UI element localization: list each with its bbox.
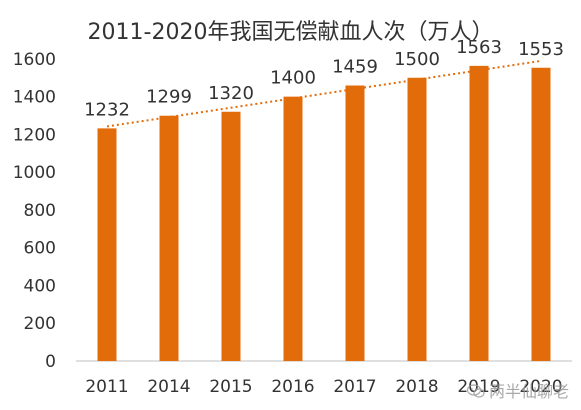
bars-layer <box>97 65 551 362</box>
y-tick-label: 1000 <box>13 163 56 183</box>
bar <box>159 115 179 362</box>
trend-layer <box>106 59 542 128</box>
x-tick-label: 2015 <box>209 377 252 397</box>
data-label: 1232 <box>84 99 130 120</box>
chart-title: 2011-2020年我国无偿献血人次（万人） <box>87 20 494 45</box>
y-tick-label: 1400 <box>13 88 56 108</box>
bar <box>469 65 489 361</box>
data-label: 1299 <box>146 87 192 108</box>
y-tick-label: 600 <box>24 239 56 259</box>
labels-layer: 1232 1299 1320 1400 1459 1500 1563 1553 <box>84 37 564 121</box>
y-tick-label: 1600 <box>13 50 56 70</box>
watermark-text: 两半仙聊老 <box>488 382 569 401</box>
x-tick-label: 2018 <box>395 377 438 397</box>
data-label: 1320 <box>208 83 254 104</box>
data-label: 1553 <box>518 39 564 60</box>
bar <box>97 128 117 361</box>
data-label: 1459 <box>332 57 378 78</box>
x-tick-label: 2017 <box>333 377 376 397</box>
bar <box>283 96 303 361</box>
x-tick-label: 2020 <box>519 377 562 397</box>
watermark: 两半仙聊老 <box>466 378 569 402</box>
bar <box>221 111 241 362</box>
y-tick-label: 200 <box>24 314 56 334</box>
bar <box>407 77 427 361</box>
y-tick-label: 1200 <box>13 125 56 145</box>
bar <box>531 67 551 362</box>
y-tick-label: 400 <box>24 276 56 296</box>
data-label: 1400 <box>270 68 316 89</box>
x-tick-label: 2014 <box>147 377 190 397</box>
data-label: 1563 <box>456 37 502 58</box>
trendline <box>106 59 542 128</box>
x-tick-label: 2016 <box>271 377 314 397</box>
y-tick-label: 800 <box>24 201 56 221</box>
x-tick-label: 2011 <box>85 377 128 397</box>
y-tick-label: 0 <box>45 352 56 372</box>
data-label: 1500 <box>394 49 440 70</box>
wechat-icon <box>466 383 485 398</box>
bar <box>345 85 365 361</box>
